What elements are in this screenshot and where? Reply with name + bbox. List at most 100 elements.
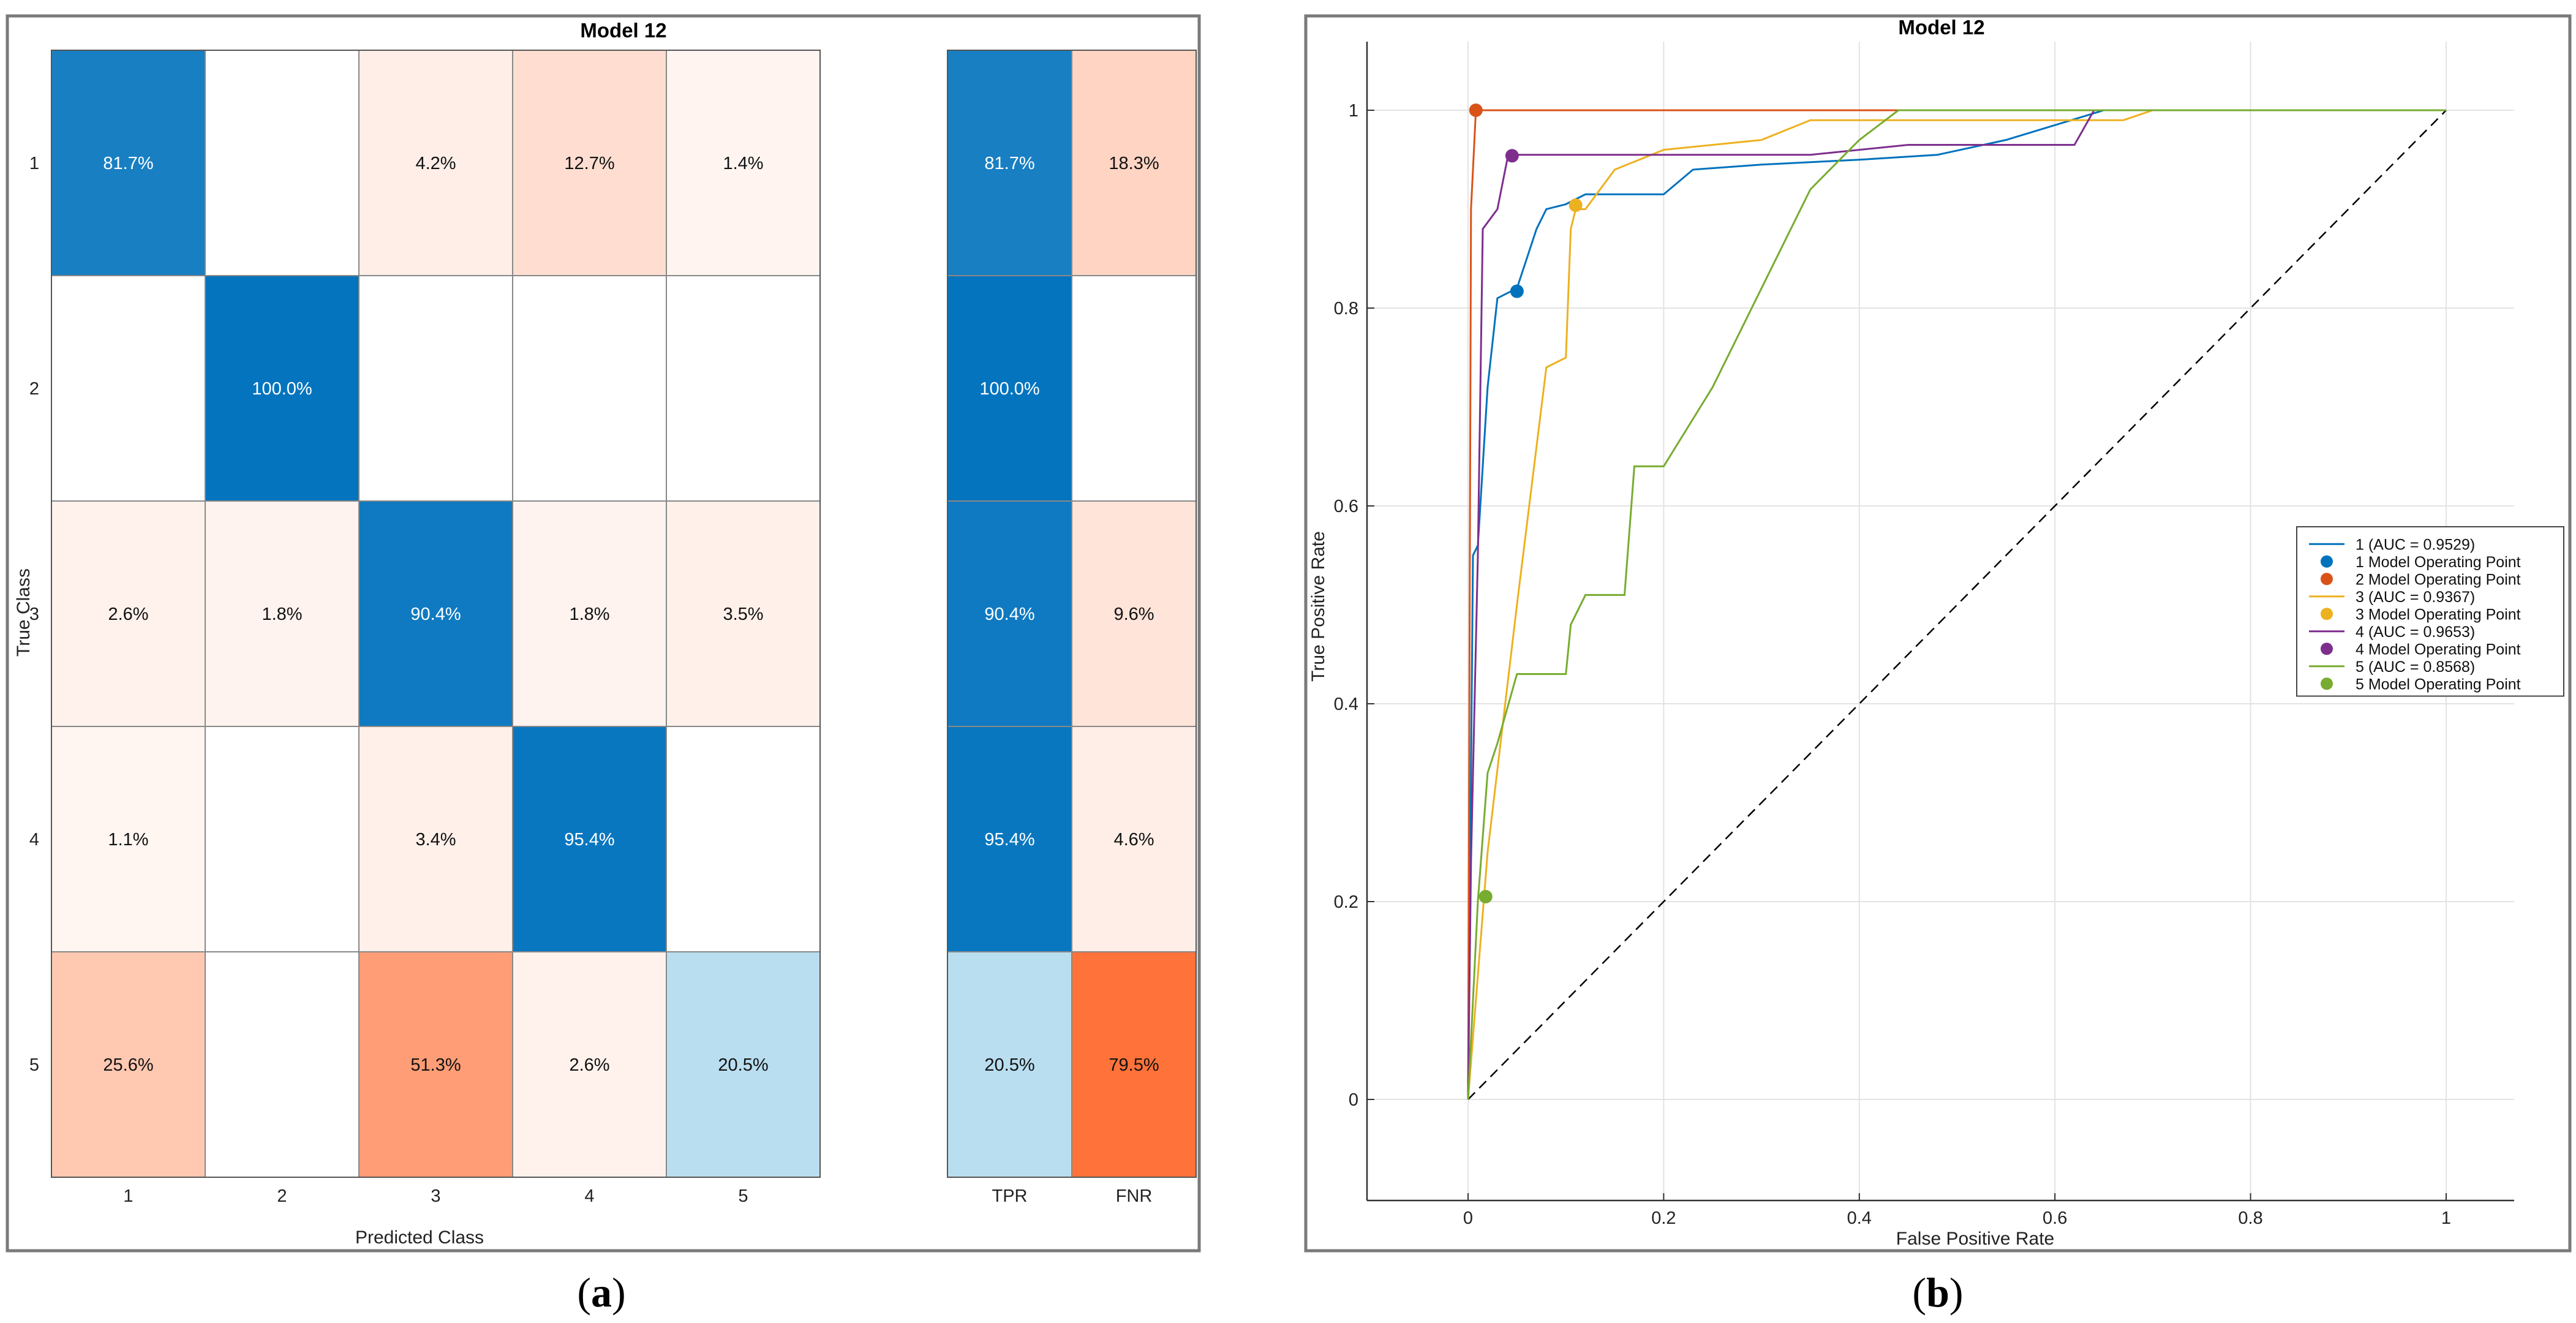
cm-cell-label: 3.4% bbox=[415, 830, 456, 850]
cm-cell-5-2 bbox=[205, 951, 360, 1178]
confusion-ylabel: True Class bbox=[13, 568, 34, 657]
summary-cell-label: 81.7% bbox=[984, 154, 1034, 173]
cm-cell-label: 12.7% bbox=[564, 154, 614, 173]
cm-cell-1-2 bbox=[205, 50, 360, 276]
cm-xtick: 4 bbox=[584, 1186, 594, 1206]
cm-cell-label: 1.4% bbox=[723, 154, 763, 173]
cm-cell-label: 4.2% bbox=[415, 154, 456, 173]
roc-series-5 bbox=[1467, 109, 2446, 1100]
roc-lines bbox=[1467, 109, 2447, 1100]
legend-entry-label: 4 (AUC = 0.9653) bbox=[2356, 624, 2475, 641]
roc-operating-point-5 bbox=[1478, 889, 1493, 903]
summary-cell-label: 9.6% bbox=[1113, 605, 1154, 624]
cm-cell-label: 3.5% bbox=[723, 605, 763, 624]
summary-cell-fnr-4 bbox=[1071, 726, 1197, 952]
panel-b-frame bbox=[1304, 14, 2572, 1253]
cm-ytick: 2 bbox=[29, 379, 39, 399]
summary-cell-label: 20.5% bbox=[984, 1055, 1034, 1075]
cm-cell-3-1 bbox=[51, 500, 206, 727]
confusion-xlabel: Predicted Class bbox=[355, 1227, 484, 1248]
roc-legend: 1 (AUC = 0.9529)1 Model Operating Point2… bbox=[2296, 526, 2564, 697]
roc-xlabel: False Positive Rate bbox=[1896, 1229, 2054, 1249]
roc-operating-point-3 bbox=[1569, 198, 1583, 213]
legend-entry-label: 5 Model Operating Point bbox=[2356, 676, 2521, 693]
summary-cell-tpr-5 bbox=[947, 951, 1072, 1178]
cm-cell-2-5 bbox=[666, 275, 821, 502]
cm-cell-4-1 bbox=[51, 726, 206, 952]
cm-cell-2-1 bbox=[51, 275, 206, 502]
summary-cell-label: 100.0% bbox=[979, 379, 1039, 399]
cm-cell-3-3 bbox=[358, 500, 513, 727]
cm-cell-3-2 bbox=[205, 500, 360, 727]
legend-entry-label: 1 (AUC = 0.9529) bbox=[2356, 536, 2475, 553]
cm-cell-4-2 bbox=[205, 726, 360, 952]
confusion-summary: 81.7% 18.3% 100.0% 90.4% 9.6% 95.4% 4.6% 20.5% 7… bbox=[947, 50, 1197, 1178]
cm-cell-label: 81.7% bbox=[103, 154, 153, 173]
cm-cell-label: 1.8% bbox=[569, 605, 609, 624]
roc-ylabel: True Positive Rate bbox=[1308, 531, 1328, 682]
summary-header-fnr: FNR bbox=[1116, 1186, 1153, 1206]
panel-a-frame bbox=[6, 14, 1201, 1253]
confusion-title: Model 12 bbox=[580, 19, 666, 42]
cm-cell-label: 1.8% bbox=[262, 605, 302, 624]
summary-cell-label: 18.3% bbox=[1109, 154, 1159, 173]
roc-xtick: 0.4 bbox=[1847, 1208, 1872, 1228]
legend-point-swatch bbox=[2321, 677, 2333, 690]
summary-cell-label: 79.5% bbox=[1109, 1055, 1159, 1075]
roc-series-4 bbox=[1467, 109, 2446, 1100]
roc-series-3 bbox=[1467, 109, 2446, 1100]
caption-a: (a) bbox=[577, 1269, 625, 1316]
roc-operating-points bbox=[1469, 104, 1583, 903]
summary-cell-tpr-4 bbox=[947, 726, 1072, 952]
cm-cell-5-3 bbox=[358, 951, 513, 1178]
roc-xtick: 0.2 bbox=[1651, 1208, 1676, 1228]
cm-cell-5-5 bbox=[666, 951, 821, 1178]
roc-xtick: 0.6 bbox=[2043, 1208, 2067, 1228]
cm-cell-3-5 bbox=[666, 500, 821, 727]
roc-operating-point-1 bbox=[1510, 284, 1524, 298]
legend-entry-label: 3 Model Operating Point bbox=[2356, 606, 2521, 623]
cm-cell-label: 20.5% bbox=[718, 1055, 768, 1075]
cm-cell-label: 95.4% bbox=[564, 830, 614, 850]
roc-ytick: 0.4 bbox=[1334, 695, 1358, 714]
legend-entry-label: 4 Model Operating Point bbox=[2356, 641, 2521, 658]
cm-cell-5-4 bbox=[512, 951, 667, 1178]
cm-xtick: 1 bbox=[123, 1186, 133, 1206]
cm-cell-2-4 bbox=[512, 275, 667, 502]
cm-xtick: 2 bbox=[277, 1186, 287, 1206]
legend-point-swatch bbox=[2321, 555, 2333, 568]
cm-ytick: 3 bbox=[29, 605, 39, 624]
legend-point-swatch bbox=[2321, 573, 2333, 586]
caption-a-letter: a bbox=[591, 1269, 612, 1316]
cm-cell-1-5 bbox=[666, 50, 821, 276]
cm-cell-4-4 bbox=[512, 726, 667, 952]
roc-ytick: 0.8 bbox=[1334, 299, 1358, 318]
cm-ytick: 5 bbox=[29, 1055, 39, 1075]
legend-entry-label: 3 (AUC = 0.9367) bbox=[2356, 589, 2475, 606]
summary-cell-label: 90.4% bbox=[984, 605, 1034, 624]
cm-xtick: 3 bbox=[431, 1186, 440, 1206]
cm-border bbox=[51, 50, 821, 1178]
cm-ytick: 1 bbox=[29, 154, 39, 173]
roc-title: Model 12 bbox=[1898, 16, 1984, 39]
summary-cell-fnr-3 bbox=[1071, 500, 1197, 727]
summary-border bbox=[947, 50, 1197, 1178]
roc-legend-box bbox=[2296, 526, 2564, 697]
svg-text:(b): (b) bbox=[1912, 1269, 1963, 1316]
cm-cell-5-1 bbox=[51, 951, 206, 1178]
confusion-matrix: 81.7% 4.2% 12.7% 1.4% 100.0% 2.6% 1.8% 90.4% 1.8… bbox=[51, 50, 821, 1178]
summary-cell-fnr-1 bbox=[1071, 50, 1197, 276]
cm-cell-label: 51.3% bbox=[410, 1055, 461, 1075]
caption-b-letter: b bbox=[1926, 1269, 1949, 1316]
cm-cell-label: 100.0% bbox=[252, 379, 312, 399]
cm-xtick: 5 bbox=[738, 1186, 748, 1206]
cm-ytick: 4 bbox=[29, 830, 39, 850]
roc-operating-point-4 bbox=[1505, 149, 1519, 163]
summary-cell-fnr-5 bbox=[1071, 951, 1197, 1178]
summary-cell-label: 95.4% bbox=[984, 830, 1034, 850]
cm-cell-label: 2.6% bbox=[108, 605, 148, 624]
cm-cell-label: 1.1% bbox=[108, 830, 148, 850]
summary-cell-label: 4.6% bbox=[1113, 830, 1154, 850]
cm-cell-4-5 bbox=[666, 726, 821, 952]
